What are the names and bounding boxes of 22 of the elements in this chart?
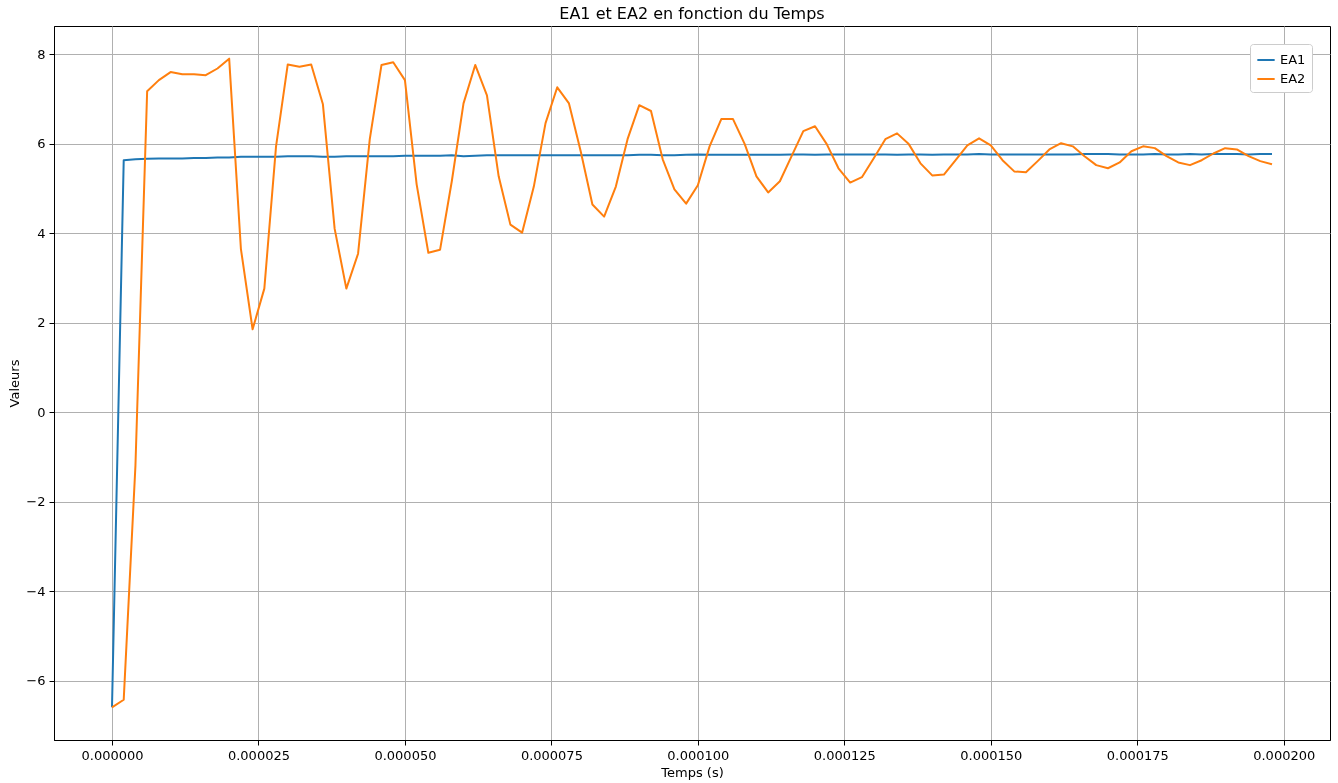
chart-title: EA1 et EA2 en fonction du Temps — [559, 4, 825, 23]
y-tick-label: −6 — [26, 673, 46, 688]
x-tick-label: 0.000150 — [960, 747, 1023, 763]
x-tick-label: 0.000000 — [81, 747, 144, 763]
y-axis-title: Valeurs — [7, 359, 23, 408]
y-tick-label: 4 — [37, 225, 46, 241]
x-tick-label: 0.000125 — [813, 747, 876, 763]
x-axis-title: Temps (s) — [660, 764, 724, 780]
x-tick-label: 0.000200 — [1253, 747, 1316, 763]
x-tick-label: 0.000050 — [374, 747, 437, 763]
y-tick-label: 2 — [37, 315, 46, 331]
y-tick-label: 8 — [37, 46, 46, 62]
y-tick-label: 6 — [37, 136, 46, 152]
x-tick-label: 0.000075 — [520, 747, 583, 763]
legend-label: EA1 — [1280, 52, 1306, 67]
x-tick-label: 0.000100 — [667, 747, 730, 763]
x-tick-label: 0.000175 — [1106, 747, 1169, 763]
legend-label: EA2 — [1280, 71, 1306, 86]
y-tick-label: −4 — [26, 583, 46, 599]
x-tick-label: 0.000025 — [227, 747, 290, 763]
y-tick-label: −2 — [26, 494, 46, 510]
y-tick-label: 0 — [37, 404, 46, 420]
